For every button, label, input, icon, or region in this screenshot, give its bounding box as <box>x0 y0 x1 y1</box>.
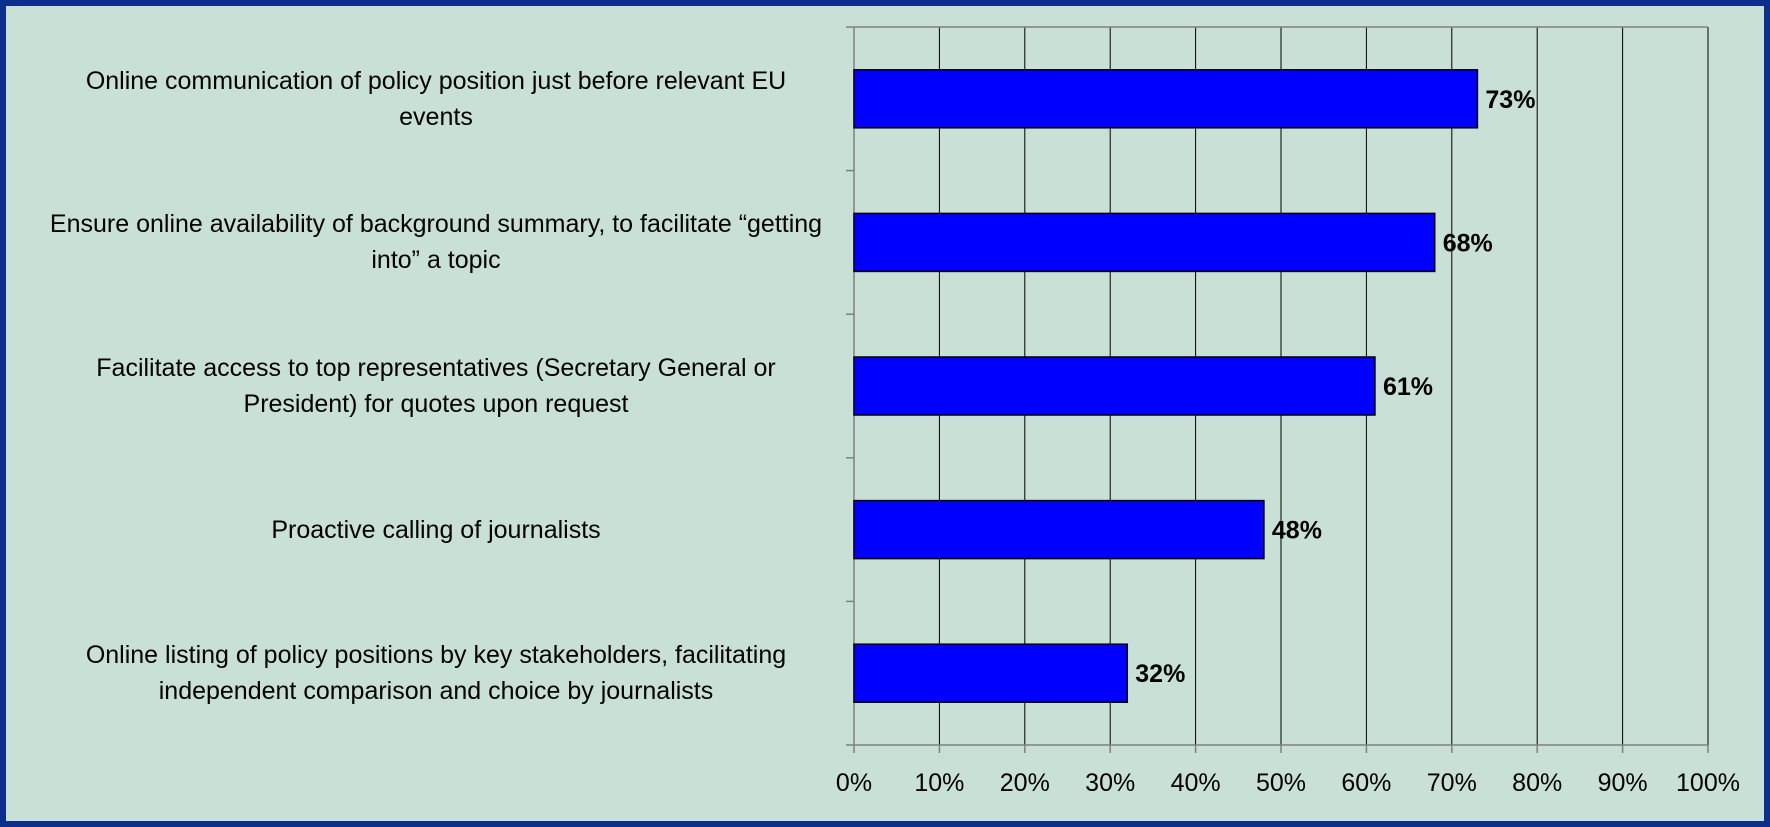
x-tick-label: 70% <box>1427 769 1477 797</box>
data-label: 68% <box>1443 229 1493 257</box>
category-label: Online communication of policy position … <box>85 66 787 131</box>
category-label: Online listing of policy positions by ke… <box>85 641 787 706</box>
bar-chart: 0% 10% 20% 30% 40% 50% 60% 70% 80% 90% 100% 73% 68% 6… <box>836 26 1740 797</box>
x-tick-label: 20% <box>1000 769 1050 797</box>
bar <box>853 69 1479 129</box>
x-tick-label: 80% <box>1512 769 1562 797</box>
data-label: 61% <box>1383 373 1433 401</box>
x-tick-label: 40% <box>1171 769 1221 797</box>
bar <box>853 356 1376 416</box>
x-tick-label: 30% <box>1085 769 1135 797</box>
data-label: 48% <box>1272 517 1322 545</box>
x-tick-label: 60% <box>1341 769 1391 797</box>
chart-area: 0% 10% 20% 30% 40% 50% 60% 70% 80% 90% 100% 73% 68% 6… <box>6 6 1764 821</box>
category-label: Ensure online availability of background… <box>49 210 823 275</box>
bar <box>853 499 1265 560</box>
x-tick-label: 100% <box>1676 769 1740 797</box>
x-tick-label: 0% <box>836 769 872 797</box>
data-label: 73% <box>1485 86 1535 114</box>
x-tick-label: 50% <box>1256 769 1306 797</box>
x-tick-label: 90% <box>1598 769 1648 797</box>
x-tick-label: 10% <box>914 769 964 797</box>
category-label: Facilitate access to top representatives… <box>96 354 776 418</box>
category-label: Proactive calling of journalists <box>271 515 601 544</box>
bar <box>853 212 1436 273</box>
data-label: 32% <box>1135 660 1185 688</box>
bar <box>853 643 1129 703</box>
